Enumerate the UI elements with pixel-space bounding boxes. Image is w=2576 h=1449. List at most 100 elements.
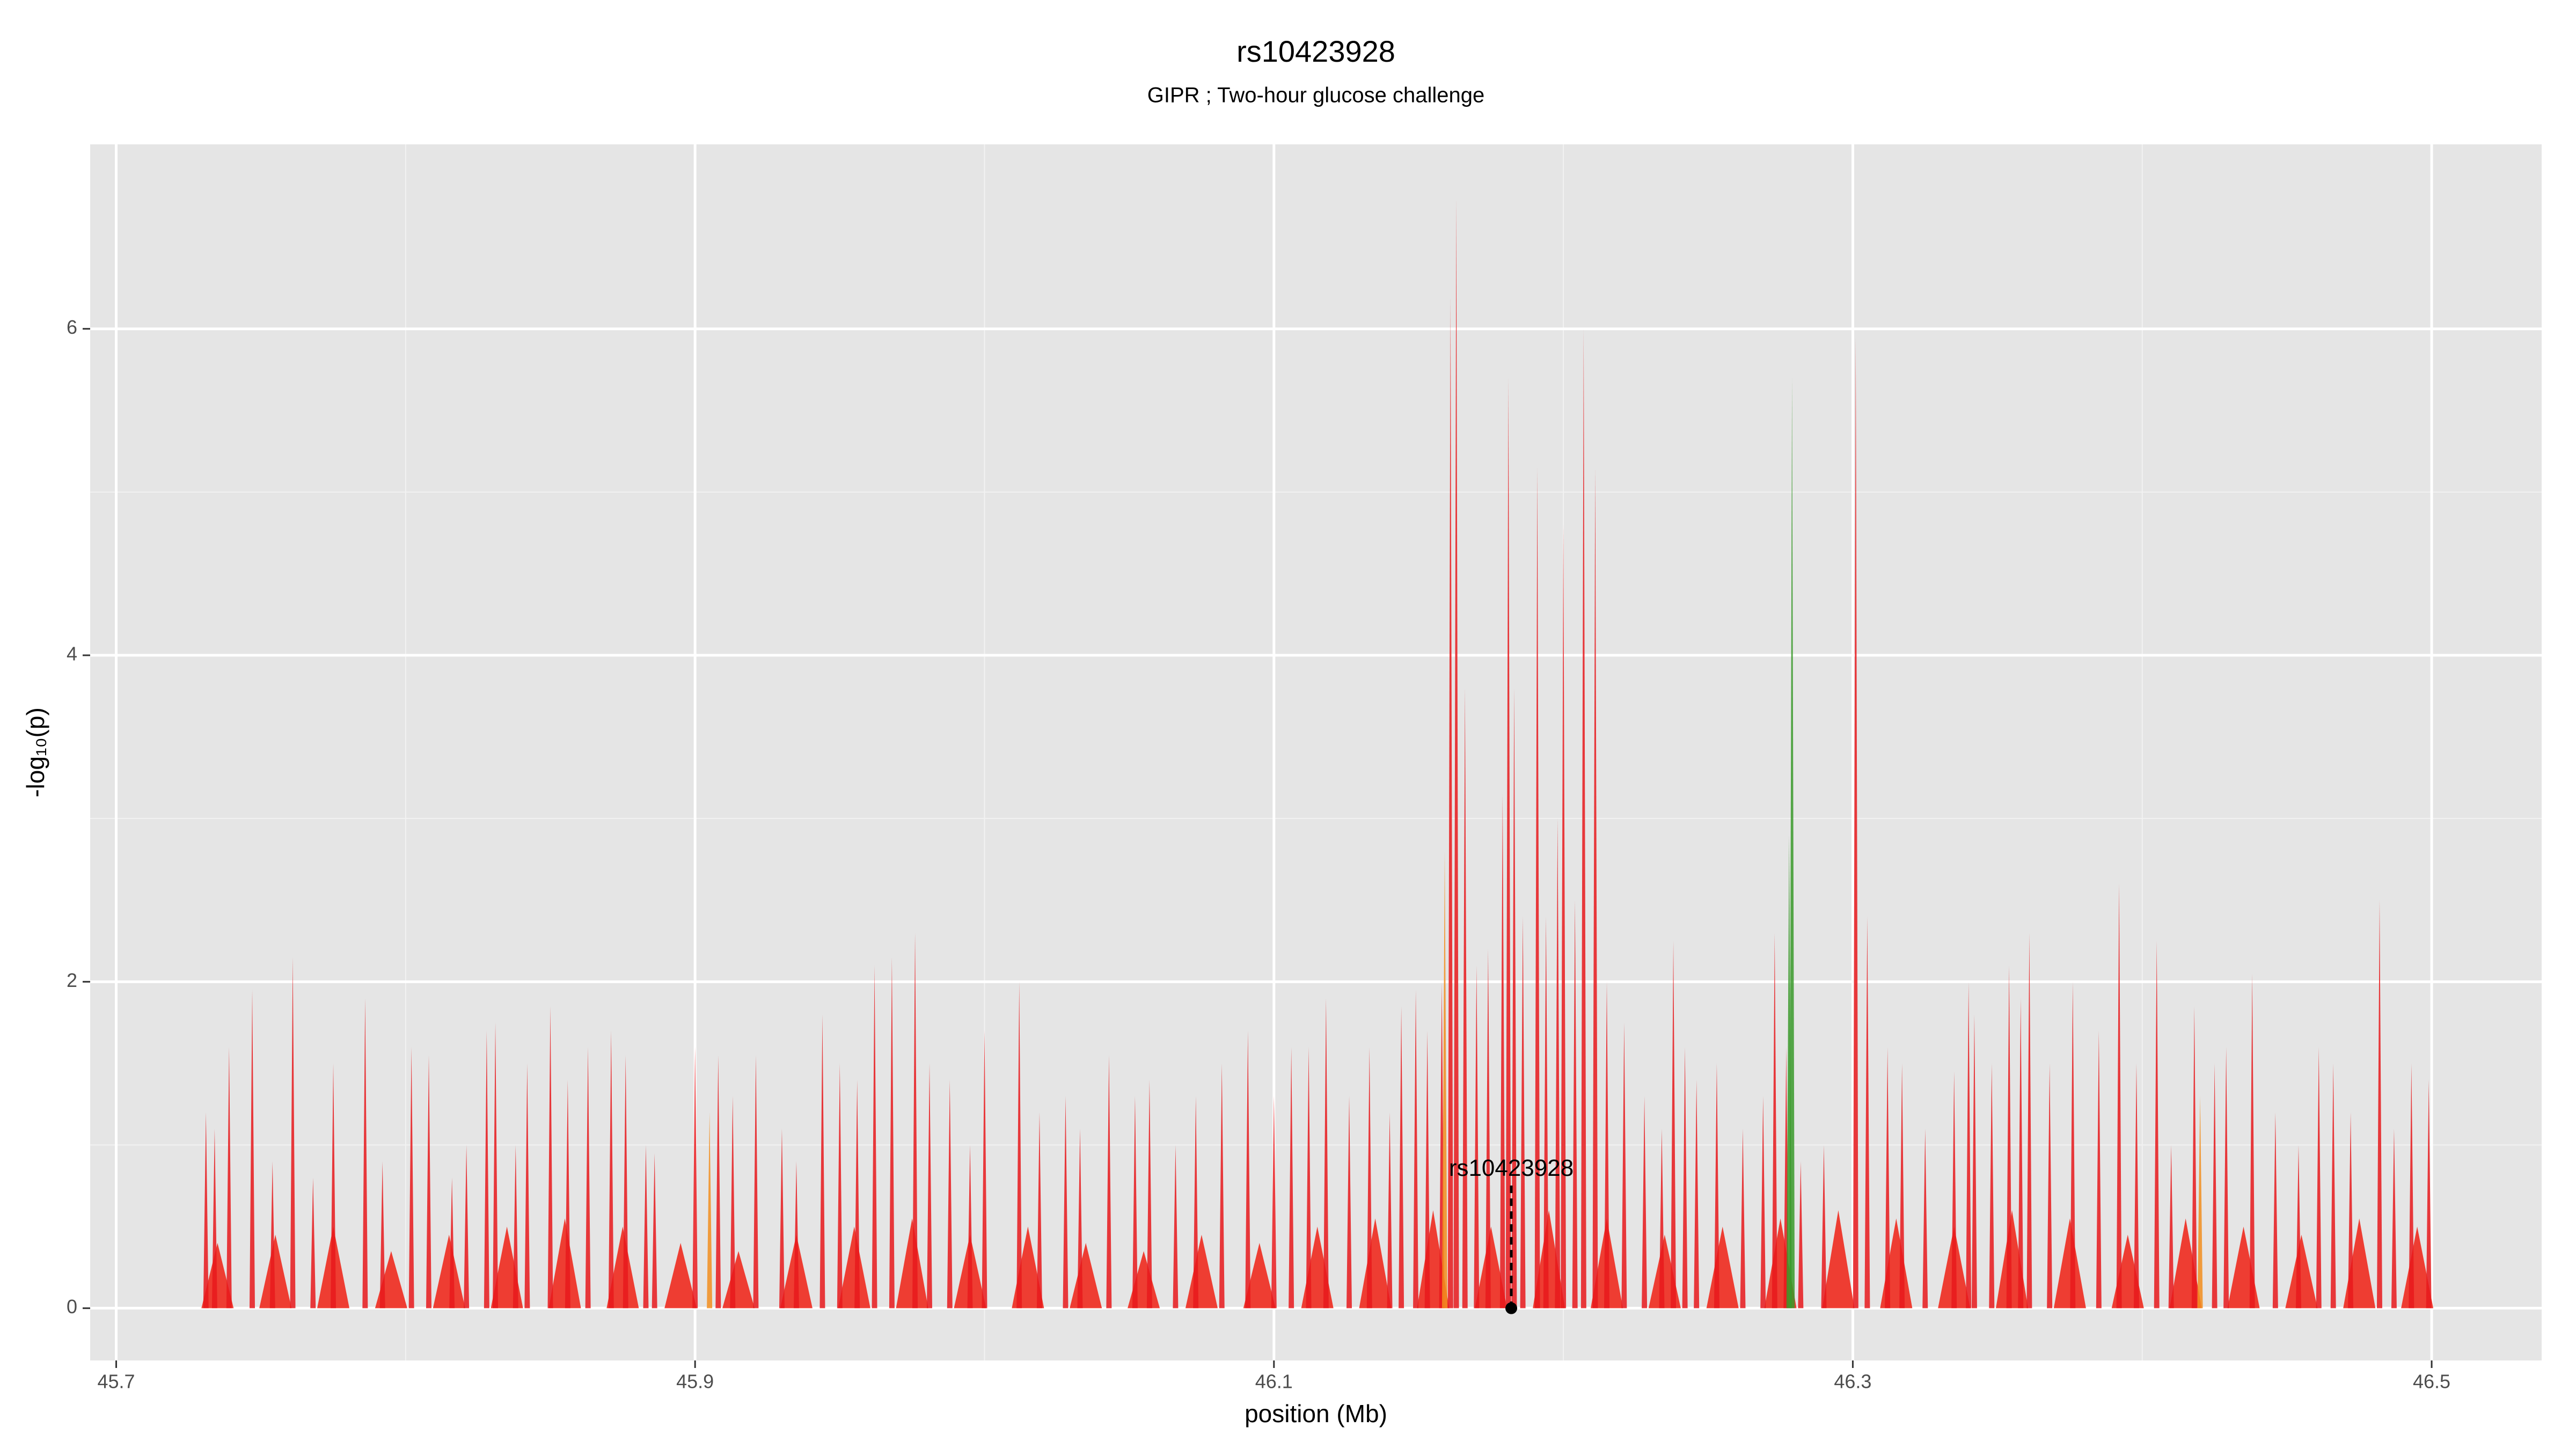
spike xyxy=(464,1145,470,1308)
spike xyxy=(606,1226,639,1308)
spike xyxy=(1543,916,1549,1308)
y-axis-label: -log₁₀(p) xyxy=(21,707,49,797)
spike xyxy=(1243,1243,1276,1308)
spike xyxy=(1146,1079,1152,1308)
spike xyxy=(838,1226,870,1308)
spike xyxy=(2070,982,2076,1308)
spike xyxy=(1193,1096,1199,1308)
spike xyxy=(2295,1145,2301,1308)
spike xyxy=(290,957,296,1308)
spike xyxy=(226,1047,232,1308)
spike xyxy=(513,1145,518,1308)
spike xyxy=(1572,900,1578,1308)
spike xyxy=(1899,1063,1905,1308)
spike xyxy=(1441,851,1447,1308)
spike xyxy=(982,1030,987,1308)
spike xyxy=(1951,1071,1957,1308)
spike xyxy=(1289,1047,1294,1308)
spike xyxy=(779,1129,785,1308)
spike xyxy=(1413,990,1419,1308)
spike xyxy=(652,1153,657,1308)
spike xyxy=(1511,687,1517,1308)
spike xyxy=(1621,1022,1627,1308)
spike xyxy=(1399,1006,1404,1308)
spike xyxy=(1853,336,1858,1308)
spike xyxy=(730,1096,736,1308)
spike xyxy=(2223,1047,2229,1308)
x-tick-label: 45.9 xyxy=(676,1371,714,1393)
spike xyxy=(793,1161,799,1308)
y-tick-label: 4 xyxy=(67,643,77,665)
spike xyxy=(2191,1006,2197,1308)
spike xyxy=(1714,1063,1719,1308)
x-tick-label: 46.5 xyxy=(2413,1371,2450,1393)
spike xyxy=(1173,1145,1179,1308)
spike xyxy=(1323,998,1329,1308)
spike xyxy=(2348,1112,2354,1308)
spike xyxy=(1642,1096,1648,1308)
spike xyxy=(547,1006,553,1308)
spike xyxy=(1245,1030,1251,1308)
spike xyxy=(585,1047,591,1308)
spike xyxy=(493,1022,499,1308)
spike xyxy=(854,1079,860,1308)
spike xyxy=(449,1177,455,1308)
spike xyxy=(1604,982,1610,1308)
spike xyxy=(2053,1218,2086,1308)
spike xyxy=(1694,1079,1700,1308)
spike xyxy=(1989,1063,1995,1308)
spike xyxy=(2096,1030,2102,1308)
spike xyxy=(1453,198,1459,1308)
spike xyxy=(715,1055,721,1308)
spike xyxy=(1966,982,1972,1308)
x-tick-label: 45.7 xyxy=(97,1371,135,1393)
spike xyxy=(1475,1226,1507,1308)
spike xyxy=(548,1218,581,1308)
spike xyxy=(1740,1129,1746,1308)
spike xyxy=(889,957,895,1308)
spike xyxy=(1772,933,1777,1308)
x-tick-label: 46.1 xyxy=(1255,1371,1293,1393)
spike xyxy=(2154,941,2160,1308)
x-tick-label: 46.3 xyxy=(1834,1371,1871,1393)
spike xyxy=(1499,794,1505,1308)
spike xyxy=(2116,883,2122,1308)
spike xyxy=(1971,1014,1977,1308)
spike xyxy=(1485,949,1491,1308)
spike xyxy=(2272,1112,2278,1308)
spike xyxy=(331,1063,336,1308)
spike xyxy=(1555,818,1561,1308)
spike xyxy=(819,1014,825,1308)
spike xyxy=(2168,1145,2174,1308)
spike xyxy=(1561,524,1567,1308)
spike xyxy=(872,965,877,1308)
spike xyxy=(1885,1047,1891,1308)
spike xyxy=(2212,1063,2218,1308)
spike xyxy=(707,1112,713,1308)
y-tick-label: 6 xyxy=(67,316,77,338)
spike xyxy=(1580,328,1586,1308)
spike xyxy=(201,1243,234,1308)
spike xyxy=(623,1055,628,1308)
spike xyxy=(1346,1096,1352,1308)
spike xyxy=(1366,1047,1372,1308)
spike xyxy=(1063,1096,1069,1308)
spike xyxy=(967,1145,973,1308)
spike xyxy=(2133,1063,2139,1308)
spike xyxy=(1534,467,1540,1308)
spike xyxy=(692,1047,698,1308)
plot-panel xyxy=(90,144,2542,1360)
annotation-marker xyxy=(1505,1302,1518,1314)
chart-subtitle: GIPR ; Two-hour glucose challenge xyxy=(1147,84,1485,107)
spike xyxy=(1520,916,1526,1308)
spike xyxy=(1922,1129,1928,1308)
spike xyxy=(269,1161,275,1308)
spike xyxy=(947,1079,953,1308)
spike xyxy=(927,1063,933,1308)
chart-title: rs10423928 xyxy=(1236,34,1395,68)
spike xyxy=(2197,1096,2203,1308)
spike xyxy=(1659,1129,1665,1308)
spike xyxy=(259,1234,292,1308)
spike xyxy=(1132,1096,1138,1308)
spike xyxy=(379,1161,385,1308)
